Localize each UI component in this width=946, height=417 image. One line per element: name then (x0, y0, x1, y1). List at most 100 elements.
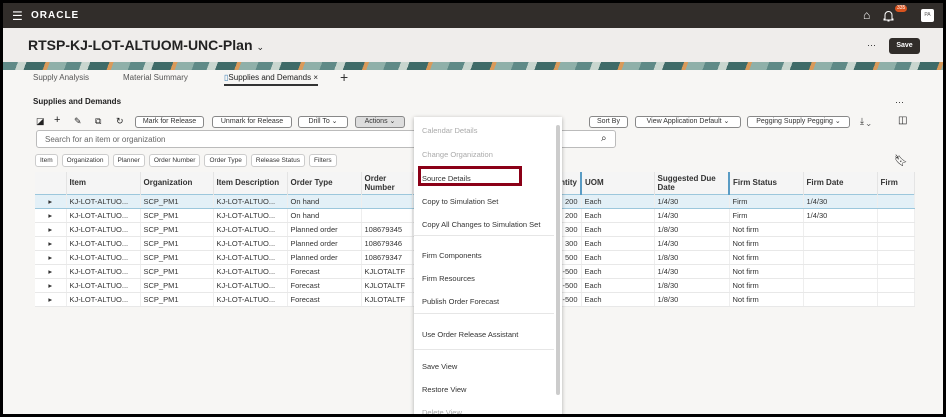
table-cell: KJ-LOT-ALTUO... (66, 193, 141, 209)
expand-row-icon[interactable]: ▸ (35, 208, 67, 223)
unmark-for-release-button[interactable]: Unmark for Release (212, 116, 292, 128)
table-cell: Firm (729, 208, 804, 223)
search-placeholder: Search for an item or organization (45, 135, 166, 144)
filter-chip-filters[interactable]: Filters (308, 154, 337, 167)
mark-for-release-button[interactable]: Mark for Release (135, 116, 204, 128)
expand-row-icon[interactable]: ▸ (35, 236, 67, 251)
table-cell: 1/4/30 (654, 208, 730, 223)
columns-icon[interactable]: ◫ (898, 115, 908, 126)
sort-by-button[interactable]: Sort By (589, 116, 628, 128)
tab-supplies-and-demands[interactable]: ▯Supplies and Demands × (224, 73, 319, 86)
table-cell: 1/4/30 (654, 236, 730, 251)
menu-item-use-order-release-assistant[interactable]: Use Order Release Assistant (422, 330, 519, 339)
notification-badge: 335 (895, 5, 908, 12)
menu-item-source-details[interactable]: Source Details (422, 174, 471, 183)
copy-icon[interactable]: ⧉ (95, 116, 102, 126)
table-cell: 108679347 (361, 250, 413, 265)
table-cell: KJ-LOT-ALTUO... (213, 208, 288, 223)
drill-to-button[interactable]: Drill To ⌄ (298, 116, 348, 128)
column-header[interactable]: Item (66, 172, 141, 194)
menu-item-save-view[interactable]: Save View (422, 362, 458, 371)
table-row[interactable]: ▸ KJ-LOT-ALTUO... SCP_PM1 KJ-LOT-ALTUO... Fo… (35, 292, 915, 307)
column-header[interactable]: UOM (581, 172, 655, 194)
table-cell: Not firm (729, 250, 804, 265)
menu-scrollbar[interactable] (556, 125, 560, 395)
pegging-select[interactable]: Pegging Supply Pegging ⌄ (747, 116, 850, 128)
actions-button[interactable]: Actions ⌄ (355, 116, 405, 128)
table-row[interactable]: ▸ KJ-LOT-ALTUO... SCP_PM1 KJ-LOT-ALTUO... On… (35, 208, 915, 223)
column-header[interactable]: Firm Date (803, 172, 878, 194)
filter-chip-order-number[interactable]: Order Number (148, 154, 201, 167)
table-cell (803, 250, 878, 265)
table-cell: Each (581, 193, 655, 209)
menu-item-copy-to-simulation-set[interactable]: Copy to Simulation Set (422, 197, 499, 206)
menu-item-delete-view[interactable]: Delete View (422, 408, 462, 414)
home-icon[interactable]: ⌂ (863, 8, 871, 22)
column-header[interactable]: Order Number (361, 172, 413, 194)
menu-item-calendar-details[interactable]: Calendar Details (422, 126, 478, 135)
menu-item-change-organization[interactable]: Change Organization (422, 150, 493, 159)
table-cell: 1/4/30 (803, 208, 878, 223)
table-cell (877, 278, 915, 293)
column-header[interactable]: Firm (877, 172, 915, 194)
hamburger-menu-icon[interactable]: ☰ (12, 9, 23, 23)
expand-row-icon[interactable]: ▸ (35, 250, 67, 265)
add-icon[interactable]: + (54, 114, 61, 126)
bookmark-icon[interactable]: 🔖︎ (894, 155, 908, 167)
filter-chip-release-status[interactable]: Release Status (250, 154, 305, 167)
page-title[interactable]: RTSP-KJ-LOT-ALTUOM-UNC-Plan (28, 37, 253, 53)
expand-row-icon[interactable]: ▸ (35, 278, 67, 293)
view-label: View Application Default (646, 118, 722, 125)
expand-row-icon[interactable]: ▸ (35, 264, 67, 279)
menu-item-publish-order-forecast[interactable]: Publish Order Forecast (422, 297, 500, 306)
column-header[interactable]: Item Description (213, 172, 288, 194)
table-cell: SCP_PM1 (140, 222, 214, 237)
table-header-row: Item Organization Item Description Order Ty… (35, 172, 915, 194)
bell-icon[interactable] (883, 10, 894, 22)
table-cell (877, 193, 915, 209)
table-cell: 108679346 (361, 236, 413, 251)
table-cell (877, 292, 915, 307)
table-cell (877, 236, 915, 251)
avatar[interactable]: PA (921, 9, 934, 22)
section-more-icon[interactable]: ··· (895, 97, 904, 107)
search-icon[interactable]: ⌕ (601, 133, 607, 144)
edit-note-icon[interactable]: ◪ (36, 116, 45, 126)
download-icon[interactable]: ⤓ ⌄ (860, 116, 871, 126)
column-header[interactable]: Firm Status (729, 172, 804, 194)
table-cell (803, 278, 878, 293)
table-cell: KJLOTALTF (361, 278, 413, 293)
filter-chip-planner[interactable]: Planner (112, 154, 145, 167)
table-cell: Each (581, 236, 655, 251)
table-row[interactable]: ▸ KJ-LOT-ALTUO... SCP_PM1 KJ-LOT-ALTUO... Pl… (35, 250, 915, 265)
table-cell: SCP_PM1 (140, 208, 214, 223)
filter-chip-organization[interactable]: Organization (61, 154, 109, 167)
column-header[interactable]: Suggested Due Date (654, 172, 730, 194)
filter-chip-order-type[interactable]: Order Type (204, 154, 247, 167)
save-button[interactable]: Save (889, 38, 920, 54)
actions-menu: Calendar Details Change Organization Sourc… (414, 117, 562, 414)
expand-row-icon[interactable]: ▸ (35, 193, 67, 209)
pencil-icon[interactable]: ✎ (74, 116, 82, 126)
menu-item-restore-view[interactable]: Restore View (422, 385, 467, 394)
refresh-icon[interactable]: ↻ (116, 116, 124, 126)
chevron-down-icon[interactable]: ⌄ (256, 42, 265, 52)
table-cell: Each (581, 250, 655, 265)
column-header[interactable]: Order Type (287, 172, 362, 194)
filter-chip-item[interactable]: Item (35, 154, 58, 167)
column-header[interactable]: Organization (140, 172, 214, 194)
expand-row-icon[interactable]: ▸ (35, 292, 67, 307)
top-bar: ☰ ORACLE ⌂ 335 PA (3, 3, 943, 28)
menu-item-copy-all-changes-to-simulation-set[interactable]: Copy All Changes to Simulation Set (422, 220, 541, 229)
menu-item-firm-components[interactable]: Firm Components (422, 251, 482, 260)
table-cell: 1/4/30 (654, 193, 730, 209)
view-select[interactable]: View Application Default ⌄ (635, 116, 741, 128)
close-tab-icon[interactable]: × (313, 73, 319, 82)
tab-material-summary[interactable]: Material Summary (123, 73, 188, 82)
oracle-logo: ORACLE (31, 10, 80, 21)
menu-item-firm-resources[interactable]: Firm Resources (422, 274, 475, 283)
more-options-button[interactable]: ··· (867, 40, 876, 50)
add-tab-icon[interactable]: + (340, 69, 349, 85)
tab-supply-analysis[interactable]: Supply Analysis (33, 73, 90, 82)
expand-row-icon[interactable]: ▸ (35, 222, 67, 237)
